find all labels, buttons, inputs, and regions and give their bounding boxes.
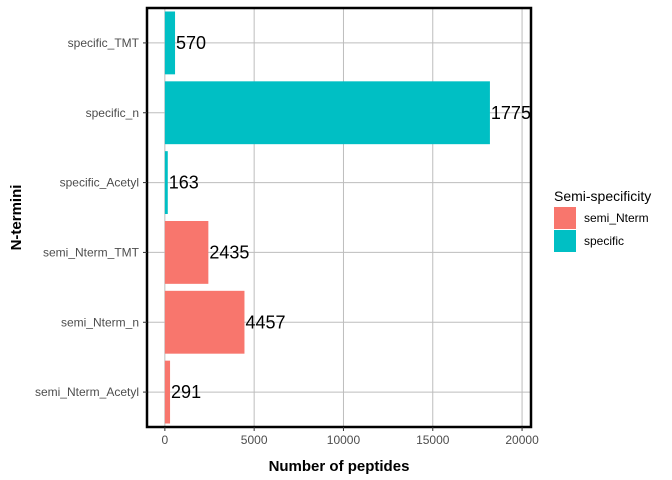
bars (164, 11, 490, 424)
legend-swatch-semi_Nterm (554, 207, 576, 229)
x-tick-label: 10000 (327, 433, 361, 447)
y-tick-label: semi_Nterm_n (61, 315, 139, 329)
data-label-specific_Acetyl: 163 (169, 173, 199, 193)
y-tick-label: semi_Nterm_Acetyl (35, 385, 139, 399)
bar-specific_n (164, 81, 490, 145)
data-labels: 570 1775 163 2435 4457 291 (169, 33, 531, 402)
data-label-semi_Nterm_Acetyl: 291 (171, 382, 201, 402)
grid-lines (147, 8, 531, 427)
y-tick-label: specific_n (86, 106, 139, 120)
bar-semi_Nterm_TMT (164, 220, 209, 284)
x-tick-label: 15000 (416, 433, 450, 447)
data-label-semi_Nterm_TMT: 2435 (209, 242, 249, 262)
legend-title: Semi-specificity (554, 188, 651, 204)
legend-label-specific: specific (584, 234, 624, 248)
data-label-semi_Nterm_n: 4457 (245, 312, 285, 332)
bar-semi_Nterm_n (164, 290, 245, 354)
data-label-specific_TMT: 570 (176, 33, 206, 53)
bar-specific_Acetyl (164, 151, 168, 215)
bar-semi_Nterm_Acetyl (164, 360, 171, 424)
y-tick-label: specific_TMT (68, 36, 140, 50)
y-tick-label: semi_Nterm_TMT (43, 245, 140, 259)
y-axis-title: N-termini (8, 185, 25, 251)
x-axis-title: Number of peptides (269, 458, 410, 475)
x-tick-label: 20000 (505, 433, 539, 447)
bar-specific_TMT (164, 11, 176, 75)
x-tick-label: 5000 (241, 433, 268, 447)
legend-swatch-specific (554, 230, 576, 252)
legend-label-semi_Nterm: semi_Nterm (584, 211, 649, 225)
x-tick-label: 0 (162, 433, 169, 447)
axes: specific_TMT specific_n specific_Acetylsem… (35, 36, 539, 447)
data-label-specific_n: 1775 (491, 103, 531, 123)
y-tick-label: specific_Acetyl (60, 176, 139, 190)
plot-border (145, 6, 533, 429)
legend: Semi-specificity semi_Nterm specific (554, 188, 651, 252)
